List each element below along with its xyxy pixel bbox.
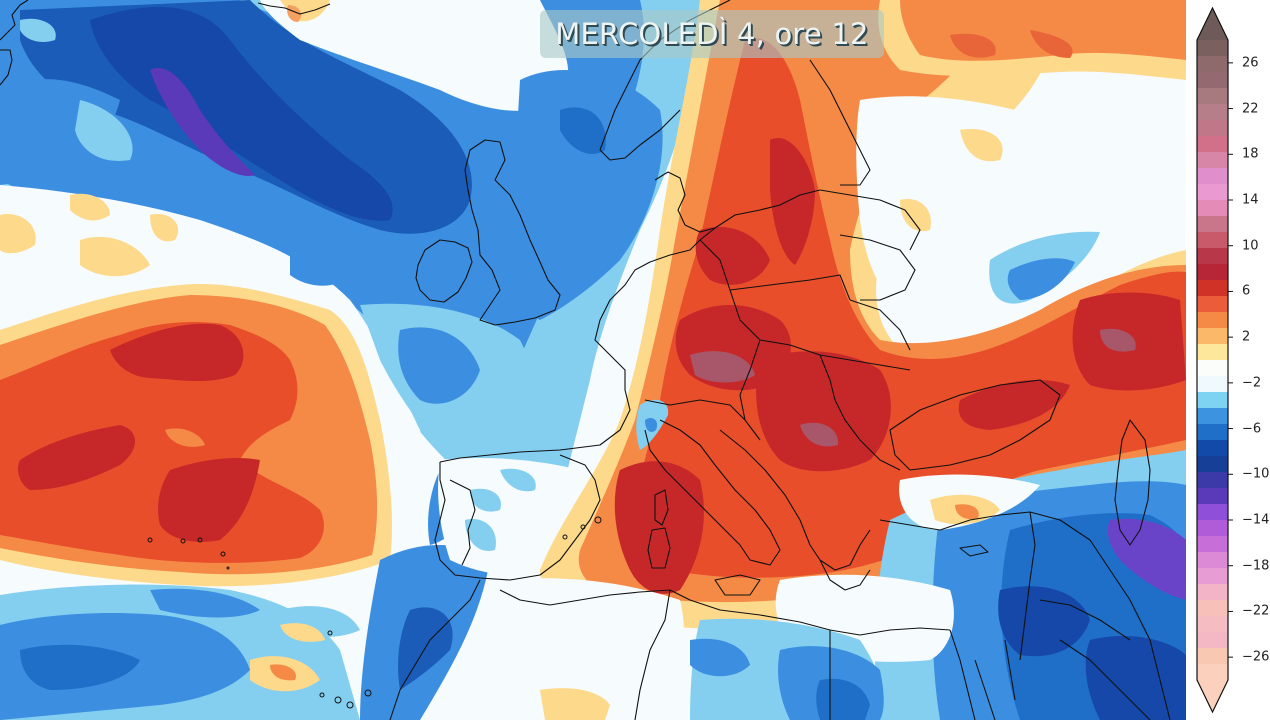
colorbar-tick-label: 26 [1242,55,1259,71]
colorbar-tick-label: 6 [1242,283,1251,299]
map-contours [0,0,1186,720]
colorbar-tick-label: −2 [1242,375,1262,391]
colorbar-tick-label: 2 [1242,329,1251,345]
colorbar-scale [1196,6,1233,714]
colorbar-tick-label: −14 [1242,512,1270,528]
colorbar-tick-label: 18 [1242,146,1259,162]
colorbar-tick-label: −10 [1242,466,1270,482]
forecast-time-text: MERCOLEDÌ 4, ore 12 [555,17,869,51]
colorbar-tick-label: 10 [1242,238,1259,254]
colorbar-tick-label: −22 [1242,603,1270,619]
colorbar-tick-label: 14 [1242,192,1259,208]
colorbar-tick-label: −6 [1242,421,1262,437]
colorbar-tick-label: −18 [1242,558,1270,574]
colorbar-tick-label: 22 [1242,101,1259,117]
forecast-time-label: MERCOLEDÌ 4, ore 12 [540,10,884,58]
temperature-anomaly-map: MERCOLEDÌ 4, ore 12 [0,0,1187,720]
colorbar-legend: 26 22 18 14 10 6 2 −2 −6 −10 −14 −18 −22 −26 [1186,0,1270,720]
colorbar-tick-label: −26 [1242,649,1270,665]
